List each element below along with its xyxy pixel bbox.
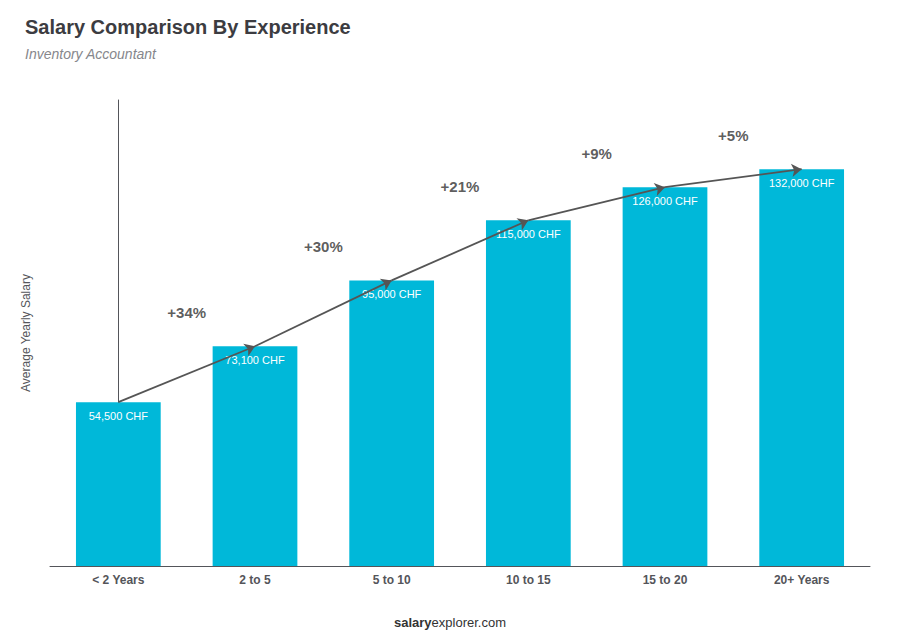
svg-text:15 to 20: 15 to 20: [643, 573, 688, 587]
svg-text:73,100 CHF: 73,100 CHF: [225, 353, 285, 366]
svg-text:54,500 CHF: 54,500 CHF: [89, 410, 149, 422]
svg-text:explorer.com: explorer.com: [432, 615, 506, 630]
svg-text:salary: salary: [394, 615, 432, 630]
svg-text:Inventory Accountant: Inventory Accountant: [25, 46, 157, 62]
svg-text:115,000 CHF: 115,000 CHF: [496, 227, 561, 240]
svg-text:2 to 5: 2 to 5: [239, 573, 271, 587]
svg-text:126,000 CHF: 126,000 CHF: [632, 195, 698, 207]
svg-text:Average Yearly Salary: Average Yearly Salary: [19, 274, 33, 392]
svg-text:Salary Comparison By Experienc: Salary Comparison By Experience: [25, 16, 351, 38]
svg-text:132,000 CHF: 132,000 CHF: [769, 177, 835, 189]
svg-text:+34%: +34%: [167, 304, 206, 321]
svg-text:+9%: +9%: [581, 145, 611, 162]
svg-text:+5%: +5%: [718, 127, 748, 144]
svg-text:+30%: +30%: [304, 238, 343, 255]
svg-text:10 to 15: 10 to 15: [506, 573, 551, 587]
svg-text:95,000 CHF: 95,000 CHF: [362, 287, 422, 300]
svg-text:5 to 10: 5 to 10: [373, 573, 411, 587]
svg-text:+21%: +21%: [441, 178, 480, 195]
svg-text:< 2 Years: < 2 Years: [92, 573, 144, 587]
svg-text:20+ Years: 20+ Years: [774, 573, 830, 587]
